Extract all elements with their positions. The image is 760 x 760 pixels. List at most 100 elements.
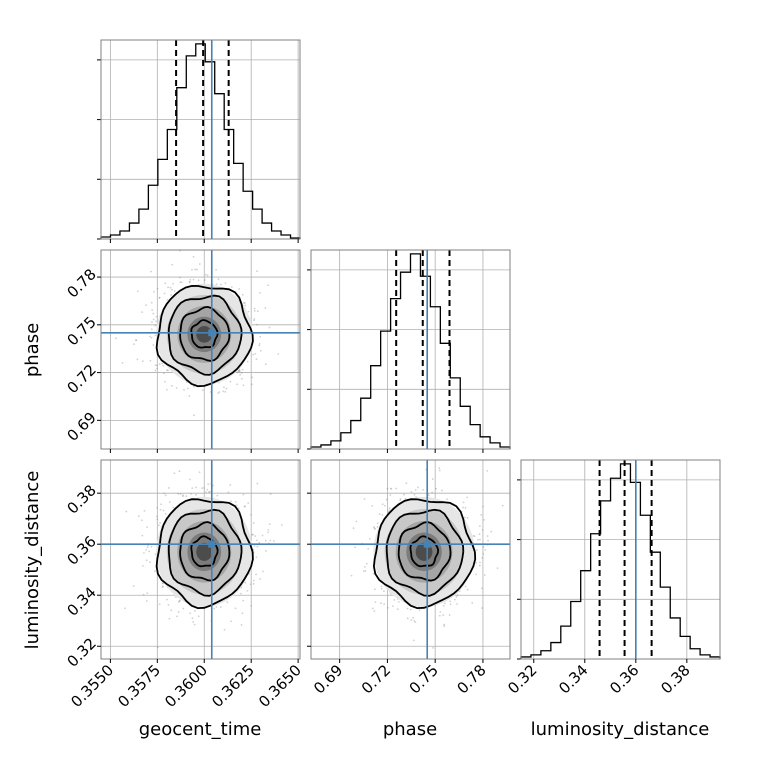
xtick-label-luminosity-distance-3: 0.38 bbox=[657, 661, 693, 697]
scatter-point bbox=[149, 359, 152, 362]
scatter-point bbox=[386, 487, 389, 490]
scatter-point bbox=[264, 307, 267, 309]
scatter-point bbox=[169, 286, 172, 289]
scatter-point bbox=[198, 471, 201, 474]
scatter-point bbox=[172, 506, 175, 509]
scatter-point bbox=[477, 538, 479, 541]
scatter-point bbox=[380, 585, 383, 588]
scatter-point bbox=[256, 545, 259, 548]
panel-2d-geocent-time-vs-luminosity-distance bbox=[100, 459, 301, 660]
scatter-point bbox=[204, 279, 206, 281]
scatter-point bbox=[192, 385, 195, 388]
scatter-point bbox=[178, 470, 181, 473]
scatter-point bbox=[161, 362, 163, 365]
scatter-point bbox=[121, 361, 124, 364]
ylabel-phase: phase bbox=[22, 323, 43, 377]
scatter-point bbox=[191, 617, 194, 620]
scatter-point bbox=[373, 588, 376, 591]
scatter-point bbox=[251, 533, 254, 536]
scatter-point bbox=[472, 534, 475, 537]
scatter-point bbox=[201, 487, 203, 490]
scatter-point bbox=[178, 600, 181, 603]
scatter-point bbox=[149, 561, 151, 564]
scatter-point bbox=[372, 526, 375, 528]
scatter-point bbox=[165, 388, 168, 391]
scatter-point bbox=[150, 270, 152, 273]
scatter-point bbox=[145, 559, 148, 562]
scatter-point bbox=[140, 519, 143, 522]
scatter-point bbox=[238, 369, 241, 372]
contour-0 bbox=[155, 284, 254, 388]
ytick-label-luminosity-distance-2: 0.36 bbox=[63, 532, 99, 568]
scatter-point bbox=[197, 279, 200, 282]
scatter-point bbox=[389, 487, 392, 490]
scatter-point bbox=[212, 484, 214, 487]
scatter-point bbox=[251, 376, 254, 379]
scatter-point bbox=[153, 290, 155, 293]
scatter-point bbox=[442, 605, 445, 607]
scatter-point bbox=[136, 290, 139, 293]
scatter-point bbox=[378, 513, 381, 516]
scatter-point bbox=[160, 503, 162, 506]
scatter-point bbox=[240, 371, 243, 374]
scatter-point bbox=[256, 482, 259, 485]
scatter-point bbox=[373, 610, 376, 612]
scatter-point bbox=[261, 534, 264, 537]
scatter-point bbox=[145, 548, 148, 551]
scatter-point bbox=[115, 337, 117, 340]
scatter-point bbox=[253, 319, 255, 322]
scatter-point bbox=[172, 282, 174, 285]
scatter-point bbox=[180, 281, 183, 284]
scatter-point bbox=[141, 360, 144, 363]
scatter-point bbox=[156, 287, 159, 290]
scatter-point bbox=[244, 581, 247, 584]
scatter-point bbox=[209, 490, 211, 493]
scatter-point bbox=[253, 307, 256, 310]
scatter-point bbox=[145, 304, 147, 307]
scatter-point bbox=[154, 553, 157, 556]
scatter-point bbox=[146, 546, 149, 549]
scatter-point bbox=[466, 588, 469, 591]
scatter-point bbox=[414, 621, 417, 624]
scatter-point bbox=[166, 298, 169, 301]
scatter-point bbox=[154, 364, 157, 367]
scatter-point bbox=[490, 530, 493, 533]
scatter-point bbox=[267, 284, 270, 287]
contour-1 bbox=[167, 294, 243, 376]
truth-marker-phase-vs-luminosity-distance bbox=[423, 540, 431, 548]
scatter-point bbox=[142, 564, 144, 567]
scatter-point bbox=[154, 570, 156, 573]
scatter-point bbox=[204, 273, 207, 276]
scatter-point bbox=[410, 619, 413, 621]
scatter-point bbox=[455, 595, 458, 598]
scatter-point bbox=[237, 370, 240, 373]
scatter-point bbox=[247, 502, 250, 504]
scatter-point bbox=[215, 283, 218, 286]
scatter-point bbox=[148, 550, 151, 553]
scatter-point bbox=[412, 639, 415, 642]
scatter-point bbox=[267, 531, 269, 534]
scatter-point bbox=[230, 286, 233, 288]
scatter-point bbox=[189, 280, 191, 283]
scatter-point bbox=[456, 594, 459, 596]
scatter-point bbox=[164, 282, 167, 285]
scatter-point bbox=[413, 620, 416, 622]
scatter-point bbox=[213, 607, 216, 610]
scatter-point bbox=[191, 487, 194, 490]
scatter-point bbox=[238, 287, 240, 290]
scatter-point bbox=[156, 518, 159, 521]
scatter-point bbox=[376, 522, 379, 525]
scatter-point bbox=[150, 328, 153, 331]
scatter-point bbox=[218, 391, 221, 393]
scatter-point bbox=[383, 504, 386, 507]
scatter-point bbox=[253, 318, 256, 320]
scatter-point bbox=[406, 607, 409, 610]
scatter-point bbox=[151, 309, 154, 311]
scatter-point bbox=[206, 488, 209, 491]
xlabel-geocent-time: geocent_time bbox=[139, 719, 262, 740]
scatter-point bbox=[168, 501, 171, 504]
scatter-point bbox=[264, 363, 267, 366]
scatter-point bbox=[253, 545, 256, 547]
scatter-point bbox=[354, 546, 356, 549]
scatter-point bbox=[135, 339, 138, 342]
